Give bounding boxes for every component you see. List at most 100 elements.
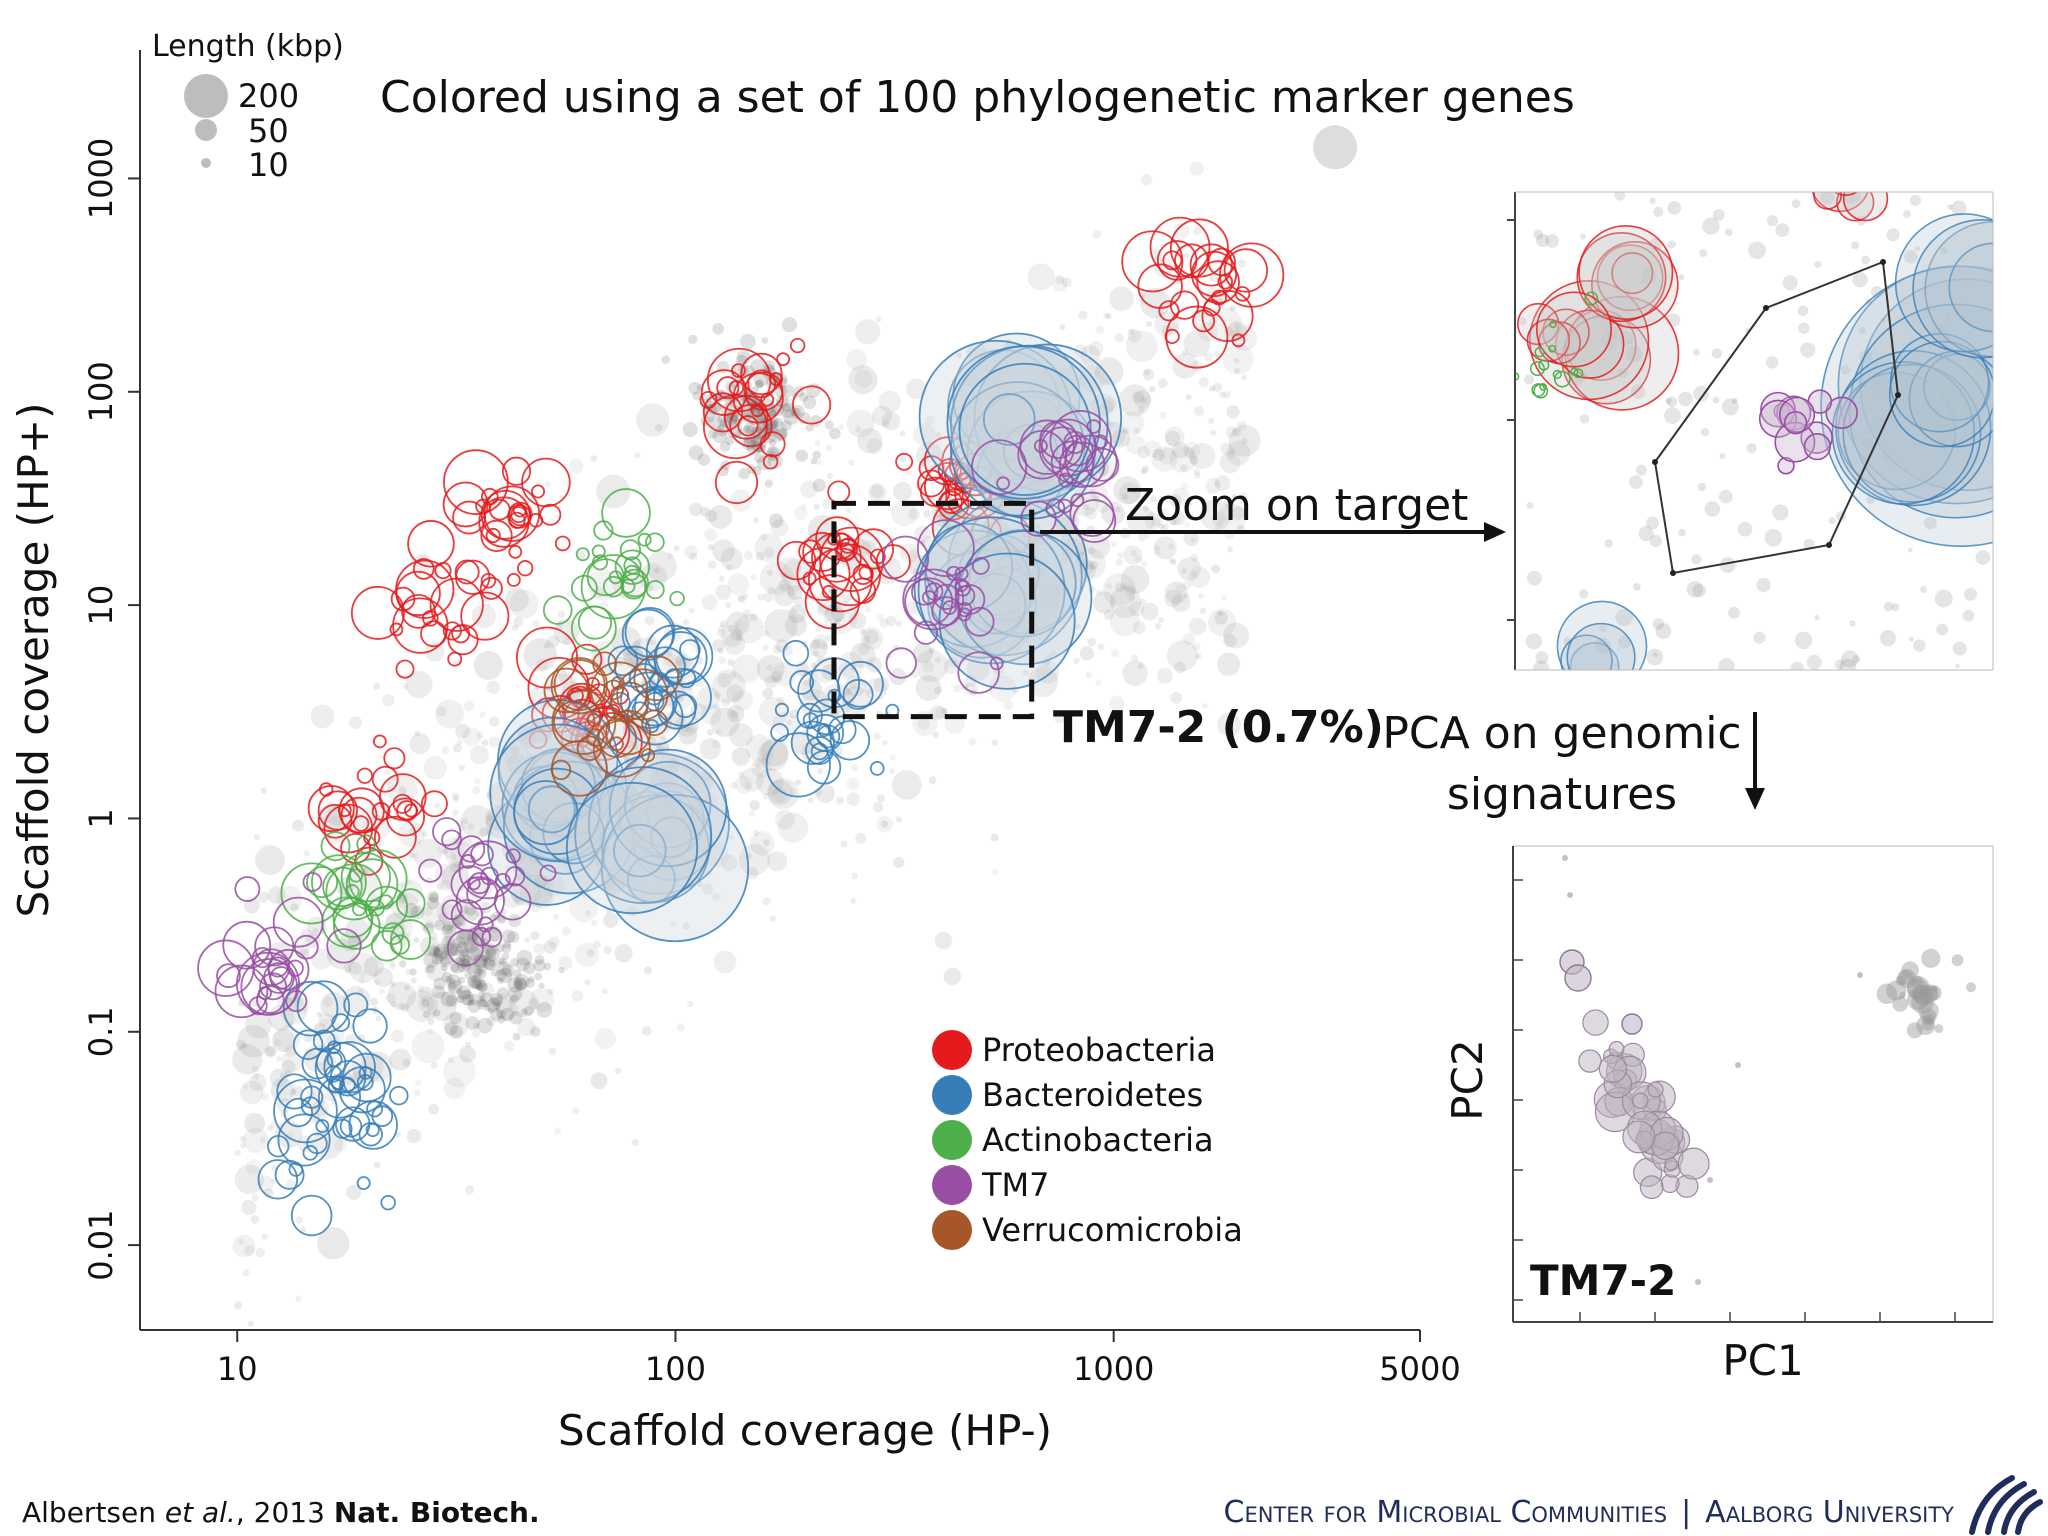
background-scaffold-point [1055,275,1064,285]
background-scaffold-point [838,662,855,680]
cluster-point-actinobacteria [614,549,651,585]
background-scaffold-point [390,1001,397,1008]
background-scaffold-point [1222,343,1254,375]
background-scaffold-point [558,956,573,970]
background-scaffold-point [764,479,774,488]
background-scaffold-point [657,742,670,755]
background-scaffold-point [486,680,501,695]
background-scaffold-point [607,844,618,855]
zoom-background-point [1839,658,1857,670]
background-scaffold-point [1184,447,1195,458]
background-scaffold-point [488,736,500,748]
cluster-point-proteobacteria [759,431,786,458]
background-scaffold-point [385,993,396,1004]
background-scaffold-point [596,474,631,509]
background-scaffold-point [1114,333,1124,343]
background-scaffold-point [1169,514,1180,526]
background-scaffold-point [428,1104,439,1115]
cluster-point-proteobacteria [373,815,417,859]
background-scaffold-point [886,615,897,627]
background-scaffold-point [924,415,935,426]
cluster-point-actinobacteria [570,574,598,602]
background-scaffold-point [682,422,698,438]
background-scaffold-point [644,966,653,975]
zoom-background-point [1678,391,1693,407]
zoom-bacteroidetes-point [1842,363,1982,503]
cluster-point-proteobacteria [769,372,783,387]
background-scaffold-point [688,607,695,614]
cluster-point-proteobacteria [732,372,784,424]
background-scaffold-point [496,1009,506,1019]
background-scaffold-point [754,453,765,464]
background-scaffold-point [292,819,304,832]
background-scaffold-point [558,966,565,974]
background-scaffold-point [810,662,817,669]
background-scaffold-point [234,1164,265,1195]
cluster-point-proteobacteria [338,787,385,834]
background-scaffold-point [760,533,768,541]
pca-other-point [1707,1177,1713,1183]
background-scaffold-point [719,620,728,628]
background-scaffold-point [915,649,948,683]
zoom-background-point [1678,528,1686,537]
zoom-background-point [1731,397,1738,404]
background-scaffold-point [273,1039,281,1047]
background-scaffold-point [826,472,834,480]
background-scaffold-point [425,960,447,982]
background-scaffold-point [1185,394,1192,401]
background-scaffold-point [1192,642,1201,651]
background-scaffold-point [481,954,489,963]
background-scaffold-point [575,763,599,787]
background-scaffold-point [1153,545,1160,552]
background-scaffold-point [1219,452,1241,474]
background-scaffold-point [718,575,725,582]
cluster-point-proteobacteria [350,585,405,640]
background-scaffold-point [746,439,762,455]
background-scaffold-point [494,911,506,923]
cluster-point-bacteroidetes [806,713,845,752]
cluster-point-bacteroidetes [946,345,1101,500]
background-scaffold-point [673,545,680,552]
background-scaffold-point [528,998,540,1010]
background-scaffold-point [472,786,481,795]
background-scaffold-point [834,618,841,625]
background-scaffold-point [716,628,726,638]
background-scaffold-point [912,423,936,446]
background-scaffold-point [599,600,609,610]
cluster-point-bacteroidetes [348,1100,398,1150]
cluster-point-proteobacteria [554,535,571,552]
zoom-background-point [1947,204,1953,210]
background-scaffold-point [240,1142,247,1149]
background-scaffold-point [466,946,482,962]
cluster-point-bacteroidetes [273,1078,338,1144]
zoom-background-point [1907,547,1913,553]
cluster-point-tm7 [222,920,272,970]
cluster-point-proteobacteria [791,385,832,425]
background-scaffold-point [481,739,489,746]
background-scaffold-point [900,456,907,463]
background-scaffold-point [501,952,510,960]
pca-tm7-point [1578,1049,1602,1073]
background-scaffold-point [790,608,797,615]
footer-separator: | [1681,1495,1691,1530]
background-scaffold-point [687,1000,694,1008]
background-scaffold-point [348,961,362,975]
cluster-point-proteobacteria [389,622,404,637]
cluster-point-tm7 [1085,447,1120,482]
background-scaffold-point [523,638,557,672]
background-scaffold-point [1169,445,1197,473]
background-scaffold-point [1122,493,1129,500]
cluster-point-bacteroidetes [352,1008,388,1044]
background-scaffold-point [411,853,418,860]
background-scaffold-point [742,593,749,600]
pca-tm7-point [1677,1147,1710,1180]
background-scaffold-point [1109,606,1140,637]
cluster-point-bacteroidetes [650,816,693,859]
background-scaffold-point [749,426,763,440]
zoom-background-point [1794,631,1813,650]
background-scaffold-point [446,974,461,989]
background-scaffold-point [915,675,942,701]
background-scaffold-point [1128,600,1145,617]
background-scaffold-point [766,664,774,672]
background-scaffold-point [479,992,494,1008]
